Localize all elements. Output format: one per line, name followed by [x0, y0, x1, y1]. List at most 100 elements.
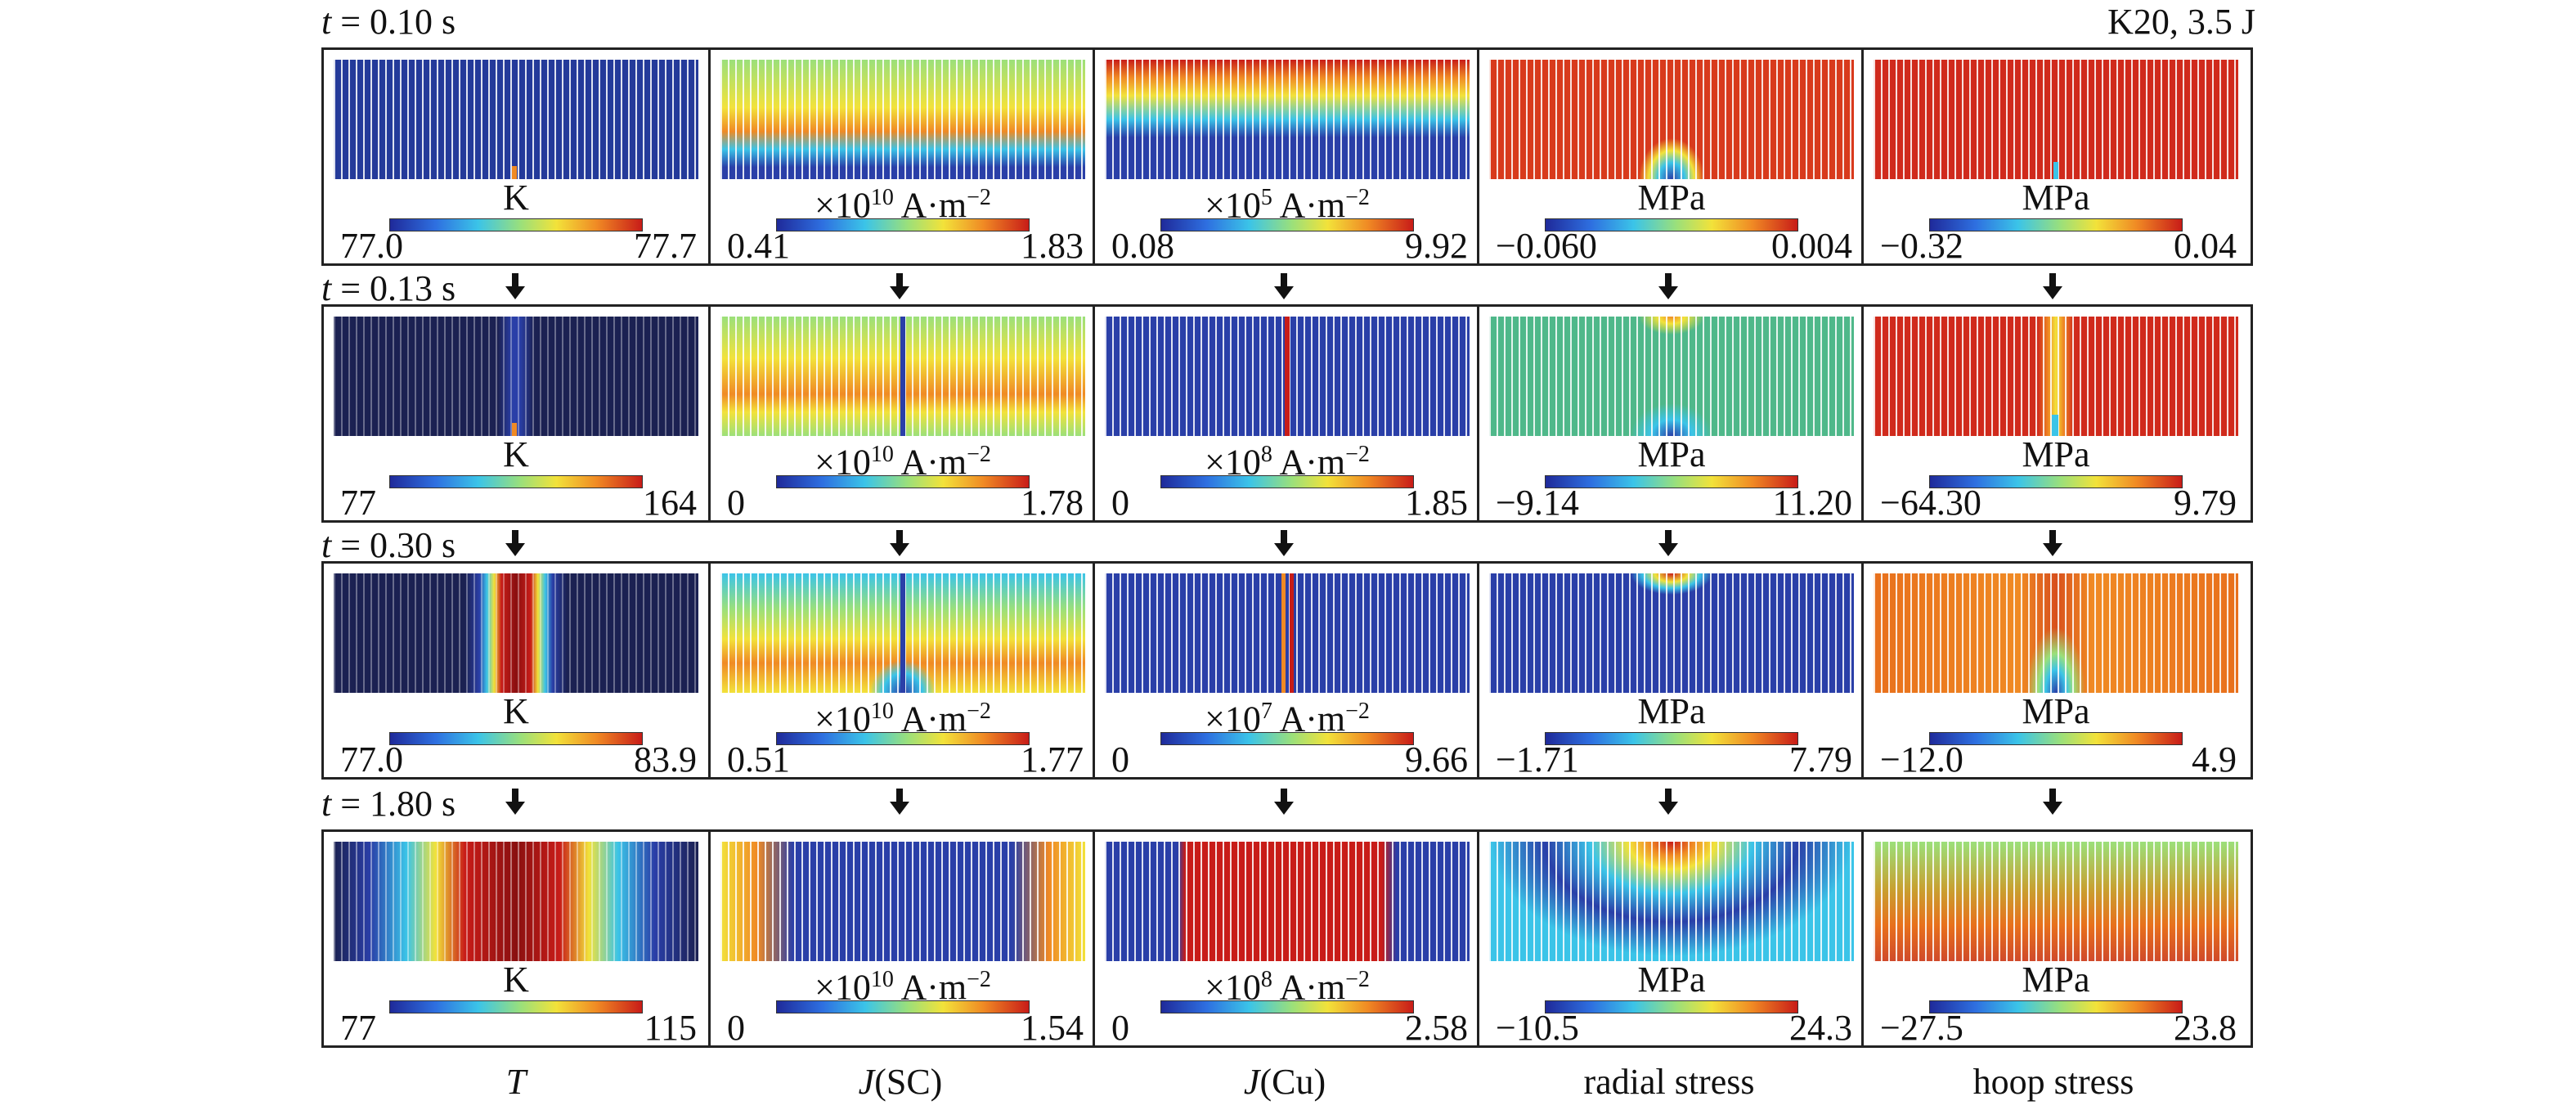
colorbar-min: 0.51 — [727, 739, 790, 780]
plot-temperature — [334, 573, 698, 693]
colorbar-max: 9.79 — [2174, 483, 2237, 523]
colorbar — [1545, 1000, 1798, 1013]
cell-3-0: K 77 115 — [324, 832, 708, 1048]
colorbar-min: −12.0 — [1880, 739, 1963, 780]
colorbar-min: −9.14 — [1496, 483, 1579, 523]
cell-1-1: ×1010 A·m−2 0 1.78 — [708, 307, 1095, 523]
cell-1-4: MPa −64.30 9.79 — [1861, 307, 2248, 523]
colorbar-max: 115 — [644, 1008, 697, 1048]
unit-label: MPa — [2022, 434, 2090, 474]
plot-radial-stress — [1489, 842, 1854, 961]
colorbar — [1545, 218, 1798, 231]
colorbar-max: 1.78 — [1021, 483, 1084, 523]
column-label-current-cu: J(Cu) — [1243, 1062, 1326, 1102]
plot-hoop-stress — [1874, 573, 2238, 693]
time-label-row-1: t = 0.13 s — [321, 268, 456, 308]
unit-label: ×105 A·m−2 — [1205, 185, 1370, 226]
colorbar-min: 77 — [340, 1008, 376, 1048]
cell-3-1: ×1010 A·m−2 0 1.54 — [708, 832, 1095, 1048]
unit-label: MPa — [2022, 959, 2090, 1000]
row-3-panels: K 77 115 ×1010 A·m−2 0 1.54 ×108 A·m−2 0… — [321, 829, 2253, 1048]
colorbar-max: 11.20 — [1772, 483, 1852, 523]
colorbar-min: −0.060 — [1496, 226, 1597, 266]
colorbar-min: 77.0 — [340, 226, 403, 266]
cell-0-3: MPa −0.060 0.004 — [1477, 50, 1864, 266]
colorbar-max: 1.54 — [1021, 1008, 1084, 1048]
colorbar-max: 24.3 — [1789, 1008, 1852, 1048]
cell-0-2: ×105 A·m−2 0.08 9.92 — [1093, 50, 1479, 266]
cell-1-0: K 77 164 — [324, 307, 708, 523]
colorbar — [1929, 1000, 2183, 1013]
cell-2-2: ×107 A·m−2 0 9.66 — [1093, 564, 1479, 780]
colorbar-min: −64.30 — [1880, 483, 1981, 523]
colorbar — [1160, 475, 1414, 488]
unit-label: ×1010 A·m−2 — [815, 699, 991, 739]
unit-label: ×1010 A·m−2 — [815, 967, 991, 1008]
unit-label: MPa — [1637, 178, 1706, 218]
column-label-temperature: T — [505, 1062, 527, 1102]
plot-current-cu — [1105, 573, 1470, 693]
cell-3-4: MPa −27.5 23.8 — [1861, 832, 2248, 1048]
unit-label: MPa — [2022, 178, 2090, 218]
colorbar-max: 23.8 — [2174, 1008, 2237, 1048]
colorbar-min: 77.0 — [340, 739, 403, 780]
colorbar — [389, 475, 643, 488]
cell-0-4: MPa −0.32 0.04 — [1861, 50, 2248, 266]
plot-current-sc — [720, 573, 1085, 693]
colorbar — [776, 732, 1030, 745]
colorbar-max: 4.9 — [2192, 739, 2237, 780]
plot-current-sc — [720, 317, 1085, 436]
colorbar-max: 83.9 — [634, 739, 697, 780]
column-label-current-sc: J(SC) — [858, 1062, 943, 1102]
colorbar — [776, 218, 1030, 231]
row-0-panels: K 77.0 77.7 ×1010 A·m−2 0.41 1.83 ×105 A… — [321, 47, 2253, 266]
cell-2-1: ×1010 A·m−2 0.51 1.77 — [708, 564, 1095, 780]
cell-0-1: ×1010 A·m−2 0.41 1.83 — [708, 50, 1095, 266]
colorbar-min: 0 — [1111, 739, 1129, 780]
colorbar-max: 9.66 — [1405, 739, 1468, 780]
colorbar — [389, 732, 643, 745]
colorbar — [1545, 475, 1798, 488]
figure-case-label: K20, 3.5 J — [2107, 2, 2255, 42]
unit-label: MPa — [1637, 691, 1706, 731]
colorbar-min: 77 — [340, 483, 376, 523]
cell-1-2: ×108 A·m−2 0 1.85 — [1093, 307, 1479, 523]
plot-hoop-stress — [1874, 60, 2238, 179]
colorbar-min: −1.71 — [1496, 739, 1579, 780]
plot-radial-stress — [1489, 573, 1854, 693]
colorbar — [389, 218, 643, 231]
plot-current-cu — [1105, 317, 1470, 436]
colorbar — [1545, 732, 1798, 745]
colorbar — [776, 475, 1030, 488]
plot-current-sc — [720, 842, 1085, 961]
colorbar-max: 77.7 — [634, 226, 697, 266]
colorbar-max: 2.58 — [1405, 1008, 1468, 1048]
time-label-row-2: t = 0.30 s — [321, 525, 456, 565]
unit-label: K — [503, 959, 529, 1000]
plot-current-cu — [1105, 842, 1470, 961]
colorbar-max: 164 — [643, 483, 697, 523]
plot-current-sc — [720, 60, 1085, 179]
time-label-row-3: t = 1.80 s — [321, 784, 456, 824]
colorbar-min: 0.08 — [1111, 226, 1174, 266]
row-1-panels: K 77 164 ×1010 A·m−2 0 1.78 ×108 A·m−2 0… — [321, 304, 2253, 523]
unit-label: MPa — [1637, 434, 1706, 474]
plot-current-cu — [1105, 60, 1470, 179]
colorbar — [776, 1000, 1030, 1013]
colorbar-min: 0 — [1111, 483, 1129, 523]
plot-radial-stress — [1489, 60, 1854, 179]
cell-1-3: MPa −9.14 11.20 — [1477, 307, 1864, 523]
colorbar-min: 0.41 — [727, 226, 790, 266]
unit-label: ×107 A·m−2 — [1205, 699, 1370, 739]
plot-temperature — [334, 60, 698, 179]
colorbar — [1929, 475, 2183, 488]
unit-label: MPa — [1637, 959, 1706, 1000]
unit-label: K — [503, 178, 529, 218]
cell-3-2: ×108 A·m−2 0 2.58 — [1093, 832, 1479, 1048]
colorbar — [389, 1000, 643, 1013]
colorbar-max: 1.85 — [1405, 483, 1468, 523]
plot-hoop-stress — [1874, 317, 2238, 436]
colorbar-min: −0.32 — [1880, 226, 1963, 266]
cell-0-0: K 77.0 77.7 — [324, 50, 708, 266]
colorbar — [1160, 1000, 1414, 1013]
